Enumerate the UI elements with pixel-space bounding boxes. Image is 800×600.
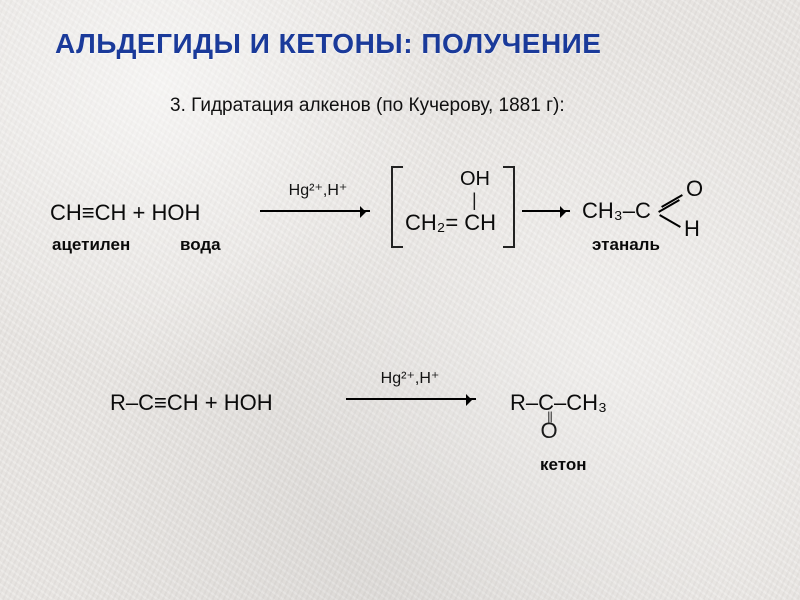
r1-product-label: этаналь	[592, 235, 660, 255]
r1-label-water: вода	[180, 235, 221, 255]
r1-catalyst: Hg²⁺,H⁺	[268, 180, 368, 200]
r2-product-label: кетон	[540, 455, 587, 475]
r1-product-O: O	[686, 176, 703, 202]
r1-product-H: H	[684, 216, 700, 242]
page-title: АЛЬДЕГИДЫ И КЕТОНЫ: ПОЛУЧЕНИЕ	[55, 28, 601, 60]
r1-label-acetylene: ацетилен	[52, 235, 130, 255]
r2-catalyst: Hg²⁺,H⁺	[360, 368, 460, 388]
r2-arrow	[346, 398, 476, 400]
r1-intermediate-bracket: OH | CH₂= CH	[395, 166, 511, 248]
r1-intermediate-bar: |	[472, 190, 477, 211]
r1-product-h-line	[659, 214, 681, 228]
page-subtitle: 3. Гидратация алкенов (по Кучерову, 1881…	[170, 95, 565, 117]
r1-arrow-1	[260, 210, 370, 212]
r2-product-db-O: | | O	[534, 414, 564, 444]
r1-product-core: CH₃–C	[582, 198, 651, 224]
r2-product-O-text: O	[540, 418, 557, 443]
r2-reactants: R–C≡CH + HOH	[110, 390, 273, 416]
r1-arrow-2	[522, 210, 570, 212]
r1-intermediate-oh: OH	[460, 168, 490, 191]
r1-reactants: CH≡CH + HOH	[50, 200, 200, 226]
r2-product-core: R–C–CH₃	[510, 390, 607, 416]
r1-intermediate-main: CH₂= CH	[405, 210, 496, 236]
